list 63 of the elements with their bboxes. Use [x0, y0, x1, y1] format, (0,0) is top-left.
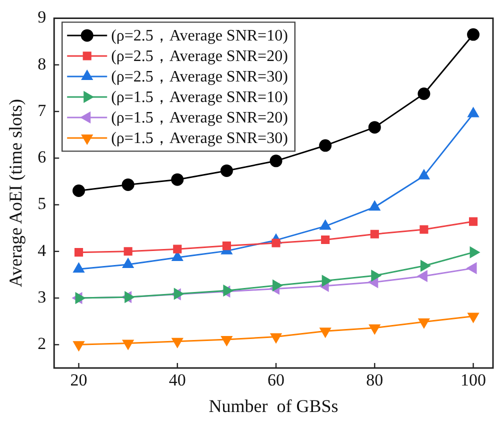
point	[468, 312, 479, 322]
y-tick-label: 5	[38, 194, 46, 214]
x-tick-label: 80	[366, 370, 384, 390]
point	[72, 184, 86, 198]
legend-label: (ρ=2.5，Average SNR=20)	[111, 48, 288, 66]
y-tick-label: 6	[38, 148, 46, 167]
legend-label: (ρ=2.5，Average SNR=30)	[111, 68, 288, 86]
point	[468, 108, 479, 118]
point	[174, 288, 184, 300]
legend-label: (ρ=1.5，Average SNR=30)	[111, 130, 288, 148]
point	[320, 328, 331, 338]
point	[222, 242, 231, 250]
point	[171, 173, 184, 186]
y-axis-title: Average AoEI (time slots)	[6, 99, 26, 288]
x-tick-label: 40	[168, 370, 186, 390]
y-tick-label: 3	[38, 288, 46, 307]
y-tick-label: 7	[38, 100, 47, 120]
point	[223, 285, 233, 296]
point	[173, 244, 182, 254]
point	[420, 260, 430, 272]
x-axis-title: Number of GBSs	[208, 396, 338, 416]
y-tick-label: 8	[38, 54, 46, 74]
point	[321, 235, 330, 244]
x-tick-label: 100	[460, 370, 486, 390]
point	[272, 238, 280, 248]
x-tick-label: 60	[268, 370, 285, 390]
point	[320, 220, 331, 230]
y-tick-label: 9	[38, 8, 46, 27]
point	[74, 248, 84, 257]
point	[418, 88, 430, 100]
x-tick-label: 20	[70, 370, 88, 390]
point	[319, 139, 332, 152]
point	[369, 200, 380, 211]
point	[322, 275, 332, 286]
legend-label: (ρ=1.5，Average SNR=20)	[111, 110, 288, 127]
point	[418, 170, 430, 180]
point	[220, 164, 233, 177]
point	[122, 178, 134, 191]
point	[172, 338, 183, 348]
point	[368, 121, 381, 134]
point	[270, 154, 282, 168]
y-tick-label: 4	[38, 240, 47, 260]
point	[370, 230, 379, 238]
legend-label: (ρ=1.5，Average SNR=10)	[111, 89, 288, 106]
point	[371, 270, 381, 282]
point	[467, 262, 477, 274]
point	[272, 280, 282, 291]
point	[467, 28, 480, 41]
point	[418, 318, 430, 328]
point	[73, 341, 84, 351]
point	[369, 324, 380, 334]
point	[221, 336, 232, 346]
point	[270, 333, 282, 343]
point	[420, 225, 428, 234]
y-tick-label: 2	[38, 334, 46, 354]
point	[122, 340, 134, 350]
point	[470, 246, 480, 258]
legend-label: (ρ=2.5，Average SNR=10)	[111, 28, 288, 45]
point	[468, 217, 478, 226]
point	[418, 270, 428, 282]
point	[75, 292, 86, 304]
point	[124, 247, 132, 256]
point	[124, 292, 134, 303]
